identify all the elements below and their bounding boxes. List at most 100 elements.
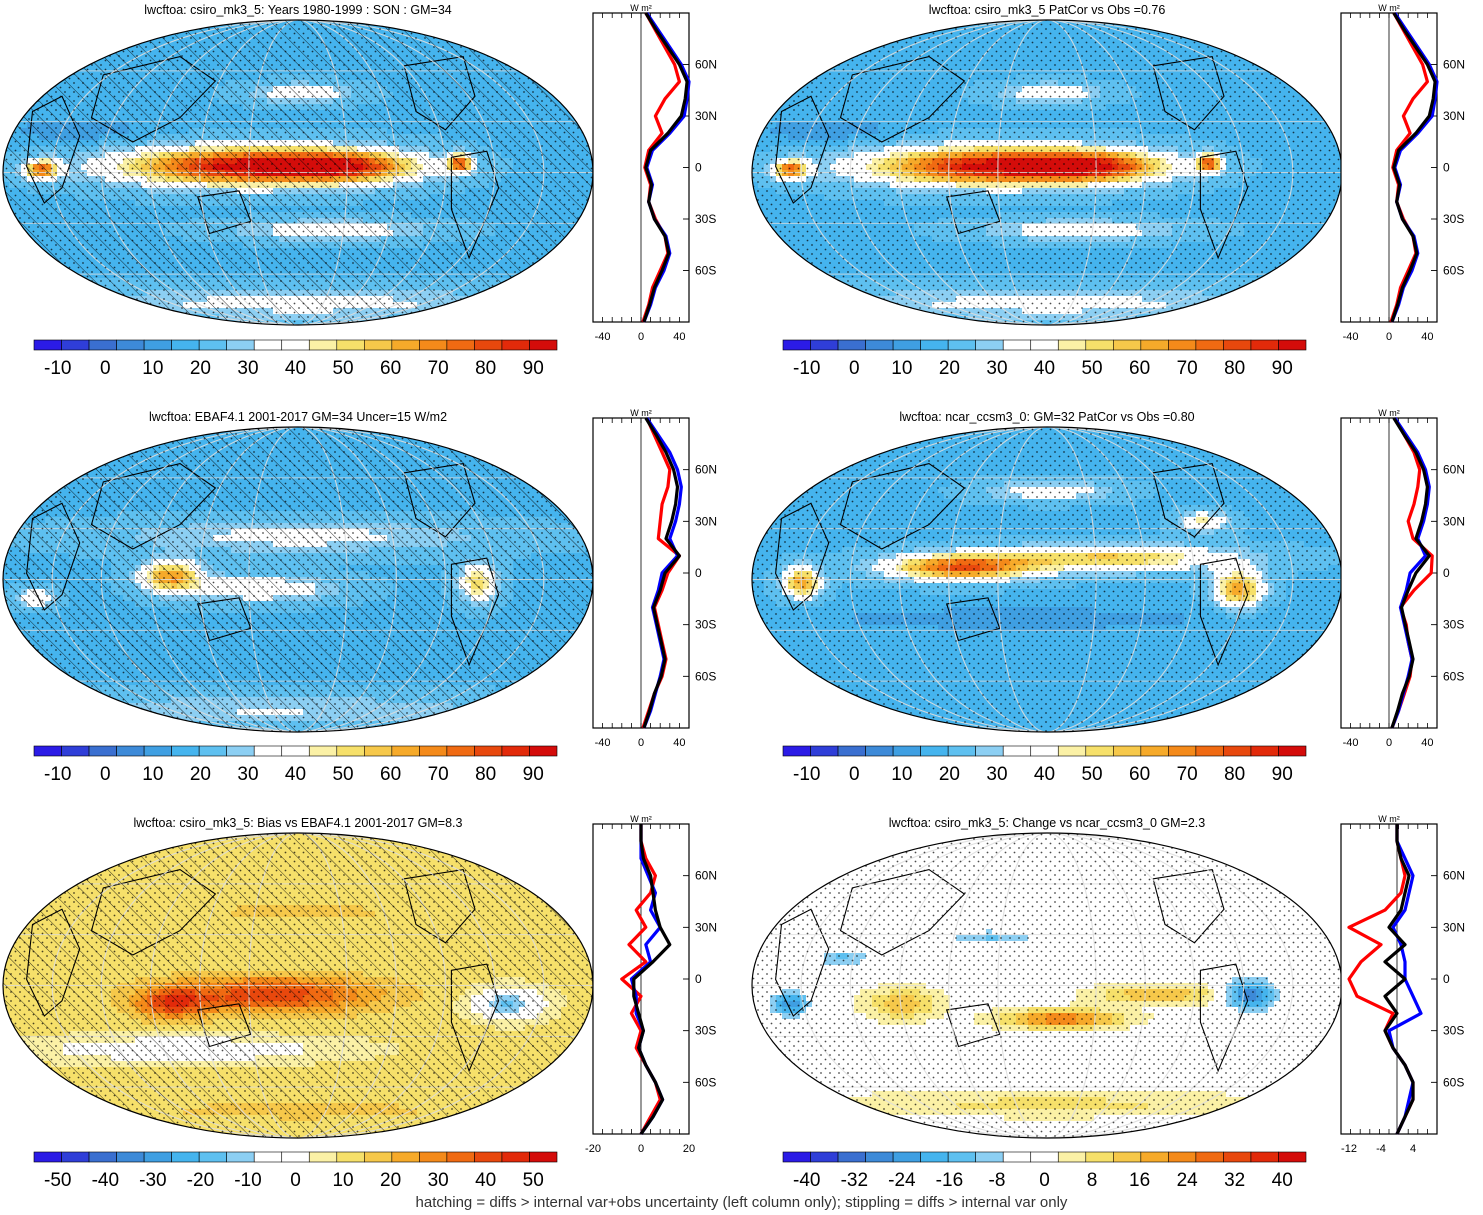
colorbar-box [1030,339,1059,351]
colorbar-box [116,1151,145,1163]
colorbar-label: 24 [1177,1170,1199,1191]
colorbar-box [253,1151,283,1163]
profile-line-black [1383,824,1415,1135]
colorbar-box [281,339,310,351]
profile-y-tick: 30N [695,109,717,123]
hatching [3,427,593,732]
colorbar-box [947,1151,976,1163]
profile-y-tick: 60N [695,869,717,883]
colorbar-label: -10 [44,358,71,379]
colorbar-box [920,745,949,757]
profile-y-tick: 60N [695,463,717,477]
profile-unit-label: W m² [630,408,652,418]
colorbar-box [253,745,283,757]
colorbar-box [171,339,200,351]
colorbar-box [810,1151,839,1163]
colorbar-box [446,1151,475,1163]
colorbar-label: 60 [380,358,401,379]
profile-x-tick: 40 [1421,737,1433,749]
colorbar-label: 50 [523,1170,544,1191]
colorbar-label: 80 [475,358,496,379]
profile-y-tick: 0 [695,972,702,986]
colorbar-box [88,745,117,757]
colorbar-box [364,339,393,351]
colorbar-box [865,745,894,757]
colorbar-label: 30 [237,764,258,785]
colorbar-label: 40 [475,1170,496,1191]
colorbar-box [336,745,365,757]
colorbar-label: 40 [1272,1170,1293,1191]
colorbar-box [1223,339,1252,351]
colorbar-box [281,745,310,757]
hatching [3,20,593,325]
colorbar-box [364,745,393,757]
colorbar-box [837,1151,866,1163]
colorbar-box [198,745,227,757]
colorbar-box [1195,1151,1224,1163]
panel-title: lwcftoa: csiro_mk3_5: Bias vs EBAF4.1 20… [134,816,463,830]
profile-obs-climatology: W m² 60N 30N 0 30S 60S -40 0 40 [592,408,717,749]
colorbar-box [837,745,866,757]
colorbar-box [1140,745,1169,757]
colorbar-label: 0 [290,1170,301,1191]
colorbar: -10 0 10 20 30 40 50 60 70 80 90 [782,745,1307,785]
profile-y-tick: 60S [1443,1075,1464,1089]
profile-unit-label: W m² [630,814,652,824]
map-field [3,833,593,1138]
colorbar-box [1250,745,1279,757]
profile-y-tick: 60N [1443,463,1465,477]
profile-x-tick: -12 [1341,1143,1357,1155]
profile-change: W m² 60N 30N 0 30S 60S -12 -4 4 [1340,814,1465,1155]
colorbar-box [1030,745,1059,757]
profile-y-tick: 30N [695,920,717,934]
colorbar-label: 40 [1034,358,1055,379]
hatching [3,833,593,1138]
colorbar-box [782,1151,811,1163]
profile-frame [1340,823,1438,1135]
colorbar: -40 -32 -24 -16 -8 0 8 16 24 32 40 [782,1151,1307,1191]
colorbar-box [88,1151,117,1163]
profile-x-tick: -4 [1376,1143,1386,1155]
colorbar-box [226,339,255,351]
colorbar-label: 40 [285,358,306,379]
colorbar-box [1140,339,1169,351]
profile-bias: W m² 60N 30N 0 30S 60S -20 0 20 [585,814,717,1155]
panel-model-ccsm-pattern: lwcftoa: csiro_mk3_5 PatCor vs Obs =0.76… [751,3,1465,379]
profile-x-tick: 0 [638,1143,644,1155]
colorbar-box [391,745,420,757]
profile-y-tick: 60S [695,669,716,683]
colorbar-box [391,1151,420,1163]
colorbar-box [501,339,530,351]
colorbar-label: 16 [1129,1170,1150,1191]
colorbar-label: 80 [475,764,496,785]
colorbar-label: -20 [187,1170,214,1191]
colorbar-box [810,339,839,351]
colorbar: -10 0 10 20 30 40 50 60 70 80 90 [33,339,558,379]
colorbar-box [474,745,503,757]
profile-y-tick: 0 [695,161,702,175]
panel-title: lwcftoa: csiro_mk3_5: Years 1980-1999 : … [144,3,452,17]
colorbar-box [226,745,255,757]
profile-x-tick: 0 [638,331,644,343]
colorbar-box [1168,339,1197,351]
profile-y-tick: 30S [1443,212,1464,226]
colorbar-box [33,745,62,757]
colorbar-label: 10 [142,764,163,785]
colorbar-box [837,339,866,351]
colorbar-label: 50 [332,764,353,785]
colorbar-box [446,745,475,757]
profile-y-tick: 0 [1443,566,1450,580]
profile-y-tick: 30S [1443,618,1464,632]
colorbar-box [501,1151,530,1163]
profile-y-tick: 30N [1443,514,1465,528]
colorbar-box [1250,1151,1279,1163]
colorbar-box [975,339,1004,351]
colorbar-box [33,339,62,351]
colorbar-label: -50 [44,1170,71,1191]
profile-unit-label: W m² [630,3,652,13]
colorbar-box [61,745,90,757]
profile-x-tick: -40 [595,737,611,749]
colorbar-label: -24 [888,1170,916,1191]
profile-x-tick: -40 [595,331,611,343]
colorbar-label: 20 [190,764,211,785]
